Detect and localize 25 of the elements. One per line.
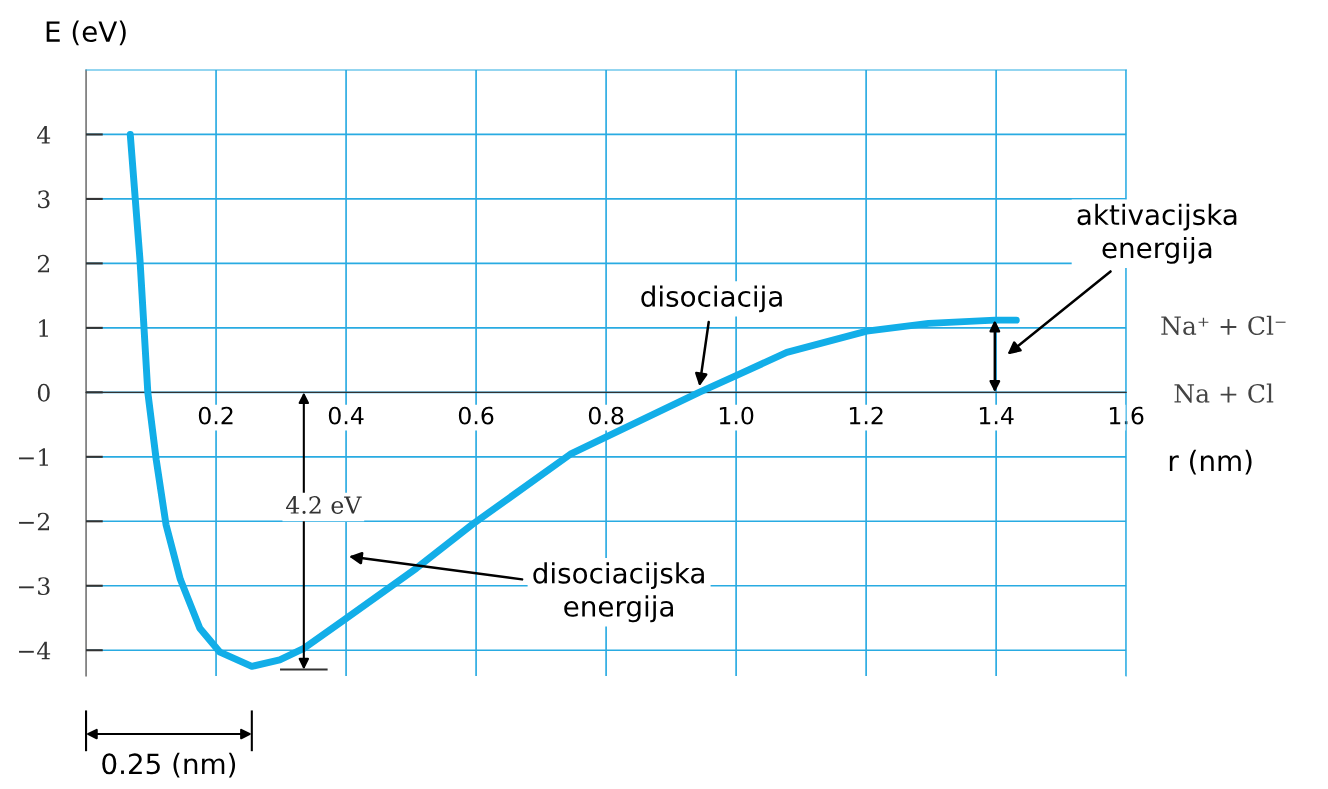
text: Na⁺ + Cl⁻ — [1161, 315, 1286, 336]
y-tick-label: 3 — [38, 190, 50, 209]
x-tick-label: 0.2 — [198, 406, 233, 425]
annotation: aktivacijska energija — [1077, 203, 1237, 264]
annotation: disociacija — [641, 285, 782, 313]
y-tick-label: 1 — [39, 319, 48, 337]
x-tick-label: 1.0 — [719, 406, 754, 425]
y-tick-label: −2 — [19, 512, 50, 531]
y-tick-label: 0 — [37, 383, 50, 402]
x-tick-label: 0.8 — [588, 406, 624, 425]
text: 0.25 (nm) — [102, 752, 236, 778]
x-tick-label: 1.4 — [979, 406, 1014, 425]
x-tick-label: 0.6 — [458, 406, 494, 425]
y-tick-label: −1 — [19, 448, 48, 466]
x-axis-title: r (nm) — [1169, 449, 1252, 475]
y-axis-title: E (eV) — [46, 20, 126, 46]
y-tick-label: 4 — [37, 125, 51, 144]
x-tick-label: 0.4 — [328, 406, 364, 425]
y-tick-label: −4 — [19, 641, 51, 660]
x-tick-label: 1.2 — [849, 406, 883, 425]
text: Na + Cl — [1174, 383, 1274, 403]
y-tick-label: 2 — [37, 254, 50, 273]
annotation: 4.2 eV — [286, 496, 362, 514]
annotation: disociacijska energija — [533, 562, 704, 623]
y-tick-label: −3 — [19, 577, 50, 596]
